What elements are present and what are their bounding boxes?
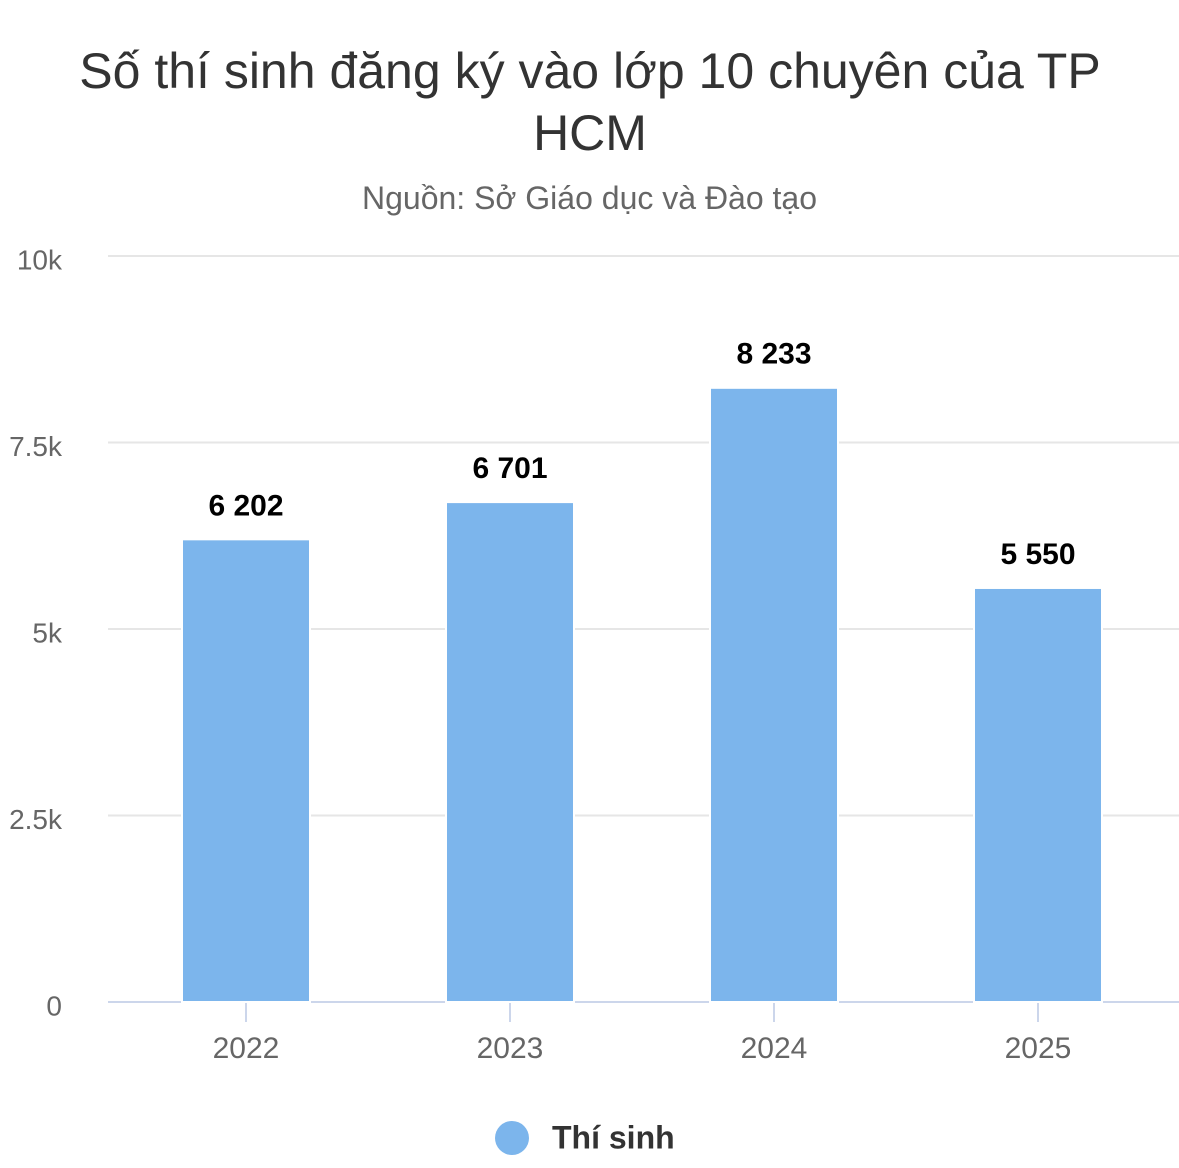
y-tick-label: 5k [32,617,63,648]
x-tick-label: 2025 [1005,1032,1072,1065]
legend-marker [495,1121,529,1155]
bar [181,538,311,1003]
bar [709,386,839,1004]
x-tick-label: 2023 [477,1032,544,1065]
chart-subtitle: Nguồn: Sở Giáo dục và Đào tạo [361,180,818,216]
value-label: 5 550 [1000,538,1075,571]
x-tick-label: 2024 [741,1032,808,1065]
y-tick-label: 2.5k [9,804,63,835]
y-tick-label: 0 [46,990,62,1021]
y-tick-label: 7.5k [9,431,63,462]
bar [445,501,575,1003]
x-tick-label: 2022 [213,1032,280,1065]
value-label: 6 701 [472,452,547,485]
chart-title: Số thí sinh đăng ký vào lớp 10 chuyên củ… [79,43,1101,161]
value-label: 8 233 [736,338,811,371]
value-label: 6 202 [208,489,283,522]
legend-label: Thí sinh [552,1119,675,1155]
y-tick-label: 10k [17,244,63,275]
bar [973,586,1103,1003]
